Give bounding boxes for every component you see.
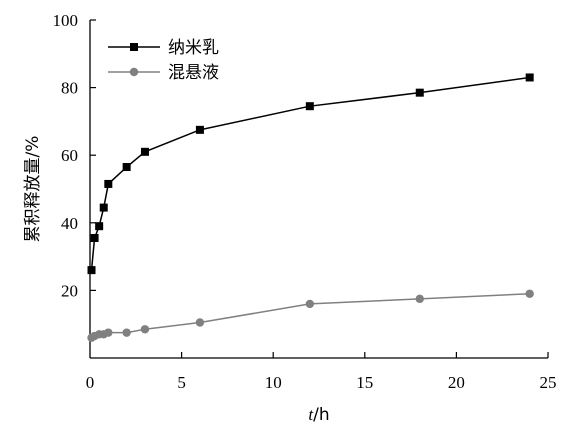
data-point-series-0 [104, 179, 113, 188]
data-point-series-0 [305, 102, 314, 111]
legend-label-nanoemulsion: 纳米乳 [168, 38, 219, 58]
data-point-series-0 [525, 73, 534, 82]
x-axis-title: t/h [308, 405, 329, 425]
x-axis-title-var: t [308, 405, 314, 424]
x-tick-label: 20 [448, 373, 465, 392]
y-tick-label: 60 [61, 146, 78, 165]
legend-marker-suspension [129, 67, 139, 77]
data-point-series-1 [104, 328, 113, 337]
data-point-series-1 [525, 289, 534, 298]
plot-frame [89, 20, 548, 359]
legend-marker-nanoemulsion [130, 43, 138, 51]
legend-item-suspension: 混悬液 [108, 63, 219, 83]
legend-label-suspension: 混悬液 [168, 63, 219, 83]
axis-ticks: 0 5 10 15 20 25 20 40 60 80 100 [53, 11, 557, 392]
x-tick-label: 15 [356, 373, 373, 392]
data-point-series-0 [195, 125, 204, 134]
data-point-series-0 [95, 222, 104, 231]
series-layer [87, 73, 534, 342]
data-point-series-0 [140, 147, 149, 156]
x-tick-label: 0 [86, 373, 95, 392]
data-point-series-0 [87, 266, 96, 275]
data-point-series-1 [195, 318, 205, 327]
data-point-series-0 [415, 88, 424, 97]
data-point-series-0 [122, 163, 131, 172]
y-axis-title: 累积释放量/% [23, 136, 43, 243]
data-point-series-0 [99, 203, 108, 212]
data-point-series-1 [122, 328, 131, 337]
x-tick-label: 25 [540, 373, 557, 392]
y-tick-label: 40 [61, 214, 78, 233]
y-tick-label: 100 [53, 11, 79, 30]
y-tick-label: 20 [61, 281, 78, 300]
x-axis-title-unit: /h [313, 405, 330, 425]
legend: 纳米乳 混悬液 [108, 38, 219, 83]
y-tick-label: 80 [61, 79, 78, 98]
x-tick-label: 5 [177, 373, 186, 392]
legend-item-nanoemulsion: 纳米乳 [108, 38, 219, 58]
data-point-series-0 [90, 234, 99, 243]
x-tick-label: 10 [265, 373, 282, 392]
data-point-series-1 [305, 299, 315, 309]
data-point-series-1 [140, 325, 150, 334]
data-point-series-1 [415, 294, 424, 304]
